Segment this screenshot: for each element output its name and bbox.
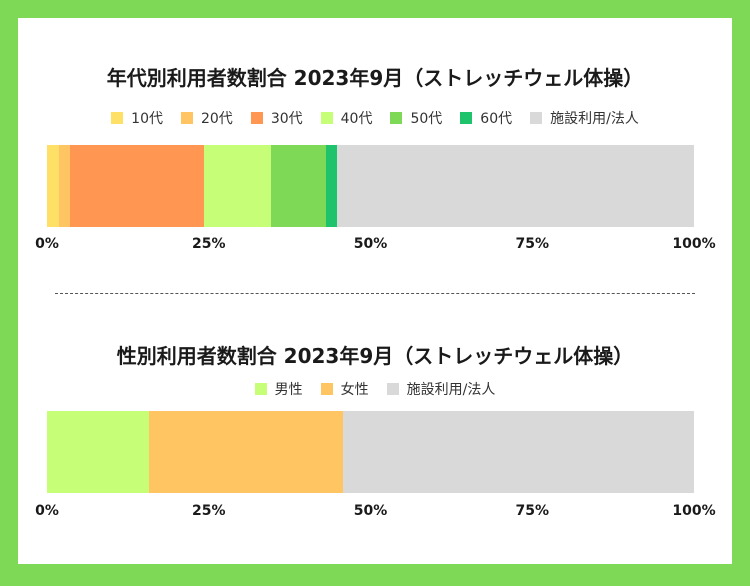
gender-x-tick-label: 100% [672, 503, 716, 519]
age-legend-swatch [111, 112, 124, 124]
gender-x-tick-label: 25% [191, 503, 226, 519]
chart-divider [55, 293, 695, 294]
age-x-tick-label: 75% [515, 236, 550, 252]
age-x-tick-label: 100% [672, 236, 716, 252]
gender-chart-legend: 男性 女性 施設利用/法人 [0, 379, 750, 399]
gender-x-tick-label: 75% [515, 503, 550, 519]
age-legend-item: 40代 [320, 108, 373, 128]
age-legend-swatch [530, 112, 543, 124]
gender-legend-label: 女性 [340, 382, 369, 398]
age-legend-item: 60代 [460, 108, 512, 128]
age-x-tick-label: 50% [353, 236, 388, 252]
gender-legend-swatch [386, 383, 399, 395]
gender-legend-label: 男性 [274, 382, 303, 398]
age-legend-item: 10代 [111, 108, 163, 128]
gender-chart-title: 性別利用者数割合 2023年9月（ストレッチウェル体操） [116, 344, 634, 368]
age-legend-item: 30代 [250, 108, 303, 128]
gender-x-axis-ticks: 0% 25% 50% 75% 100% [0, 503, 750, 523]
age-legend-label: 20代 [200, 111, 233, 127]
age-legend-label: 施設利用/法人 [550, 111, 639, 127]
gender-legend-item: 男性 [254, 379, 303, 399]
gender-x-tick-label: 50% [353, 503, 388, 519]
age-legend-swatch [320, 112, 333, 124]
age-bar-segment [270, 145, 327, 227]
age-legend-label: 30代 [270, 111, 303, 127]
age-chart-title: 年代別利用者数割合 2023年9月（ストレッチウェル体操） [106, 66, 644, 90]
age-legend-swatch [460, 112, 473, 124]
age-bar-segment [326, 145, 338, 227]
age-x-axis-ticks: 0% 25% 50% 75% 100% [0, 236, 750, 256]
gender-bar-segment [47, 411, 150, 493]
age-legend-label: 50代 [410, 111, 443, 127]
gender-legend-item: 女性 [320, 379, 369, 399]
age-legend-item: 施設利用/法人 [530, 108, 639, 128]
age-legend-swatch [180, 112, 193, 124]
age-x-tick-label: 25% [191, 236, 226, 252]
age-legend-label: 60代 [480, 111, 513, 127]
age-bar-segment [204, 145, 271, 227]
age-bar-segment [58, 145, 70, 227]
gender-stacked-bar [47, 411, 694, 493]
age-stacked-bar [47, 145, 694, 227]
age-legend-swatch [390, 112, 403, 124]
age-legend-label: 10代 [131, 111, 163, 127]
age-bar-segment [337, 145, 694, 227]
gender-legend-swatch [254, 383, 267, 395]
gender-legend-swatch [320, 383, 333, 395]
gender-x-tick-label: 0% [35, 503, 59, 519]
gender-bar-segment [149, 411, 343, 493]
age-chart-legend: 10代 20代 30代 40代 50代 60代 施設利用/法人 [0, 108, 750, 128]
age-legend-swatch [250, 112, 263, 124]
age-x-tick-label: 0% [35, 236, 59, 252]
age-bar-segment [69, 145, 205, 227]
age-legend-label: 40代 [340, 111, 373, 127]
age-legend-item: 50代 [390, 108, 442, 128]
gender-bar-segment [342, 411, 694, 493]
gender-legend-label: 施設利用/法人 [406, 382, 496, 398]
age-bar-segment [47, 145, 59, 227]
age-legend-item: 20代 [180, 108, 233, 128]
gender-legend-item: 施設利用/法人 [386, 379, 496, 399]
